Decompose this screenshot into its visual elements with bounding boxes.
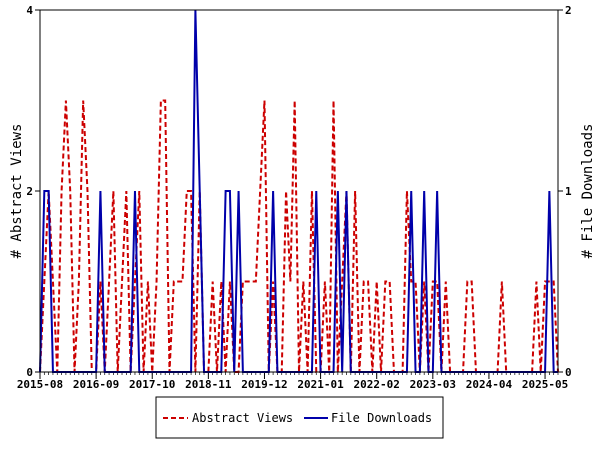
x-tick-label: 2024-04 bbox=[466, 378, 513, 391]
left-tick-label: 2 bbox=[26, 185, 33, 198]
series-line-file-downloads bbox=[39, 9, 558, 373]
x-tick-label: 2021-01 bbox=[297, 378, 344, 391]
y-axis-label-left: # Abstract Views bbox=[9, 124, 25, 259]
x-tick-label: 2016-09 bbox=[73, 378, 119, 391]
right-tick-label: 2 bbox=[565, 4, 572, 17]
y-axis-label-right: # File Downloads bbox=[580, 124, 596, 259]
left-tick-label: 4 bbox=[26, 4, 33, 17]
plot-frame bbox=[39, 9, 559, 373]
x-axis-ticks: 2015-08 2016-09 2017-10 2018-11 2019-12 2021-… bbox=[17, 372, 568, 391]
left-axis-ticks: 0 2 4 bbox=[26, 4, 40, 379]
x-tick-label: 2022-02 bbox=[354, 378, 400, 391]
legend-label-abstract-views: Abstract Views bbox=[192, 411, 293, 425]
legend: Abstract Views File Downloads bbox=[155, 396, 444, 439]
right-tick-label: 0 bbox=[565, 366, 572, 379]
x-tick-label: 2023-03 bbox=[410, 378, 456, 391]
x-tick-label: 2025-05 bbox=[522, 378, 568, 391]
legend-label-file-downloads: File Downloads bbox=[331, 411, 432, 425]
right-axis-ticks: 0 1 2 bbox=[558, 4, 572, 379]
series-layer bbox=[39, 9, 559, 373]
x-tick-label: 2017-10 bbox=[129, 378, 175, 391]
x-tick-label: 2019-12 bbox=[241, 378, 287, 391]
series-line-abstract-views bbox=[39, 99, 559, 373]
left-tick-label: 0 bbox=[26, 366, 33, 379]
x-tick-label: 2015-08 bbox=[17, 378, 63, 391]
legend-box bbox=[155, 396, 444, 439]
x-tick-label: 2018-11 bbox=[185, 378, 232, 391]
right-tick-label: 1 bbox=[565, 185, 572, 198]
